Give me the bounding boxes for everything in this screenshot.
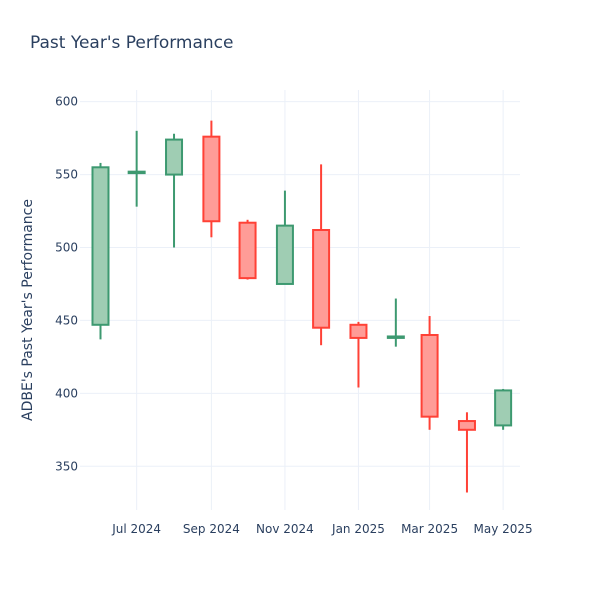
candle-body [165,138,184,176]
candle-decreasing [312,164,331,346]
candle-body [127,170,146,175]
axes: 350 400 450 500 550 600 Jul 2024 Sep 2024 Nov 20… [55,95,533,536]
candle-body [238,221,257,280]
candle-increasing [494,388,513,430]
x-tick-label: Sep 2024 [183,522,240,536]
candle-decreasing [420,316,439,430]
candle-increasing [127,130,146,207]
candle-increasing [91,162,110,340]
candle-increasing [386,298,405,347]
candle-body [91,166,110,326]
candle-body [275,224,294,285]
candle-body [349,323,368,339]
candle-body [494,389,513,427]
candle-body [420,334,439,418]
candle-body [202,135,221,223]
candle-decreasing [349,321,368,388]
candle-body [312,229,331,329]
y-tick-label: 600 [55,95,78,109]
chart-title: Past Year's Performance [30,33,234,53]
x-tick-label: Jan 2025 [331,522,385,536]
y-tick-label: 450 [55,313,78,327]
y-tick-label: 550 [55,168,78,182]
candle-decreasing [238,219,257,280]
x-tick-label: May 2025 [474,522,533,536]
candle-decreasing [457,412,476,493]
candle-body [386,335,405,339]
x-tick-label: Jul 2024 [111,522,161,536]
grid [80,90,520,510]
y-tick-label: 350 [55,459,78,473]
candle-increasing [165,133,184,248]
x-tick-label: Mar 2025 [401,522,458,536]
y-tick-label: 400 [55,386,78,400]
candle-increasing [275,190,294,285]
candle-decreasing [202,120,221,238]
y-tick-label: 500 [55,241,78,255]
y-axis-title: ADBE's Past Year's Performance [20,199,36,421]
candles [91,120,513,493]
candle-body [457,420,476,431]
x-tick-label: Nov 2024 [256,522,314,536]
